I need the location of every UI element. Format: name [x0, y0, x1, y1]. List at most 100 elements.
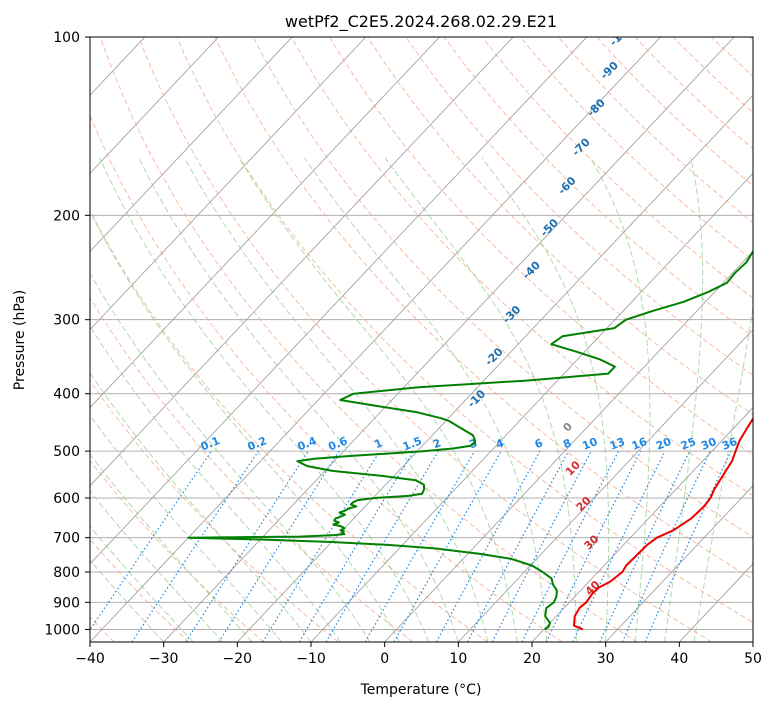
- dry-adiabat-label: -40: [520, 258, 543, 281]
- dry-adiabat-line: [367, 37, 753, 416]
- dry-adiabat-label: -100: [607, 20, 636, 49]
- moist-adiabat-line: [90, 414, 282, 642]
- dry-adiabat-label: -30: [500, 303, 523, 326]
- mixing-ratio-label: 20: [654, 435, 673, 453]
- mixing-ratio-label: 8: [561, 436, 573, 451]
- plot-frame: [89, 36, 754, 643]
- mixing-ratio-line: [572, 450, 666, 642]
- moist-adiabat-line: [664, 157, 704, 642]
- mixing-ratio-line: [90, 450, 212, 631]
- y-tick-label: 700: [53, 531, 80, 547]
- mixing-ratio-line: [131, 450, 259, 642]
- isotherm-line: [679, 563, 753, 642]
- isotherm-line: [458, 328, 753, 642]
- moist-adiabat-line: [184, 157, 489, 642]
- dry-adiabat-line: [138, 37, 712, 642]
- chart-title: wetPf2_C2E5.2024.268.02.29.E21: [285, 12, 557, 32]
- moist-adiabat-line: [90, 371, 312, 642]
- dry-adiabat-line: [443, 37, 753, 337]
- x-tick-label: 0: [380, 651, 389, 667]
- mixing-ratio-label: 6: [533, 436, 545, 451]
- y-tick-label: 100: [53, 30, 80, 46]
- mixing-ratio-label: 16: [630, 435, 649, 453]
- x-tick-label: −30: [149, 651, 179, 667]
- moist-adiabat-line: [90, 490, 223, 642]
- moist-adiabat-line: [304, 157, 548, 642]
- dry-adiabat-line: [100, 37, 638, 642]
- mixing-ratio-line: [393, 450, 502, 642]
- mixing-ratio-line: [298, 450, 415, 642]
- x-tick-label: 30: [597, 651, 615, 667]
- dry-adiabat-line: [252, 37, 753, 538]
- dry-adiabat-line: [329, 37, 753, 456]
- isotherm-line: [0, 37, 71, 642]
- isotherm-line: [605, 485, 753, 642]
- dry-adiabat-line: [290, 37, 753, 497]
- moist-adiabat-line: [481, 157, 610, 642]
- mixing-ratio-label: 10: [580, 435, 599, 453]
- mixing-ratio-line: [185, 450, 309, 642]
- x-axis-label: Temperature (°C): [360, 682, 482, 698]
- axes: −40 −30 −20 −10 0 10 20 30 40 5010020030040050060…: [44, 30, 762, 667]
- mixing-ratio-label: 36: [720, 435, 739, 453]
- mixing-ratio-label: 13: [608, 435, 627, 453]
- y-tick-label: 900: [53, 595, 80, 611]
- dry-adiabat-line: [558, 37, 753, 224]
- x-tick-label: 50: [744, 651, 762, 667]
- moist-adiabat-line: [693, 304, 753, 642]
- moist-adiabat-line: [90, 210, 400, 642]
- dry-adiabat-label: -50: [538, 216, 561, 239]
- isotherm-line: [752, 641, 753, 642]
- isotherm-line: [90, 37, 293, 252]
- isotherm-line: [90, 37, 661, 642]
- isotherm-line: [310, 172, 753, 642]
- y-tick-label: 500: [53, 444, 80, 460]
- temperature-profile-line: [573, 416, 753, 631]
- dry-adiabat-label: -80: [585, 96, 608, 119]
- isotherm-line: [90, 37, 588, 565]
- x-tick-label: 20: [523, 651, 541, 667]
- dry-adiabat-line: [481, 37, 753, 299]
- dry-adiabat-line: [634, 37, 753, 150]
- mixing-ratio-label: 25: [679, 435, 698, 453]
- isotherm-line: [90, 37, 514, 487]
- dry-adiabat-label: 0: [560, 420, 575, 435]
- dry-adiabat-label: -60: [555, 174, 578, 197]
- isotherm-line: [163, 37, 735, 642]
- moist-adiabat-line: [99, 157, 430, 642]
- moist-adiabat-line: [138, 157, 459, 642]
- moist-adiabat-line: [384, 157, 577, 642]
- moist-adiabat-line: [90, 272, 371, 642]
- moist-adiabat-line: [590, 157, 651, 642]
- dry-adiabat-line: [90, 113, 563, 642]
- x-tick-label: −20: [223, 651, 253, 667]
- dewpoint-profile-line: [187, 249, 753, 631]
- mixing-ratio-line: [435, 450, 541, 642]
- dry-adiabat-line: [90, 538, 190, 642]
- moist-adiabat-line: [90, 325, 341, 642]
- dry-adiabat-label: 30: [582, 532, 602, 552]
- mixing-ratio-line: [644, 450, 732, 642]
- x-tick-label: 40: [670, 651, 688, 667]
- y-tick-label: 800: [53, 565, 80, 581]
- isotherm-line: [237, 94, 753, 642]
- dry-adiabat-line: [90, 209, 488, 642]
- dry-adiabat-line: [176, 37, 753, 623]
- y-tick-label: 400: [53, 387, 80, 403]
- x-tick-label: −40: [75, 651, 105, 667]
- isotherm-line: [384, 250, 753, 642]
- dry-adiabat-line: [672, 37, 753, 114]
- y-tick-label: 200: [53, 208, 80, 224]
- dry-adiabat-line: [405, 37, 753, 376]
- dry-adiabat-label: -10: [465, 387, 488, 410]
- background-grid: [0, 37, 753, 642]
- dry-adiabat-label: -90: [598, 59, 621, 82]
- y-tick-label: 600: [53, 491, 80, 507]
- mixing-ratio-line: [262, 450, 381, 642]
- x-tick-label: −10: [296, 651, 326, 667]
- mixing-ratio-line: [364, 450, 476, 642]
- moist-adiabat-line: [238, 157, 518, 642]
- mixing-ratio-label: 1: [373, 436, 385, 451]
- mixing-ratio-line: [621, 450, 711, 642]
